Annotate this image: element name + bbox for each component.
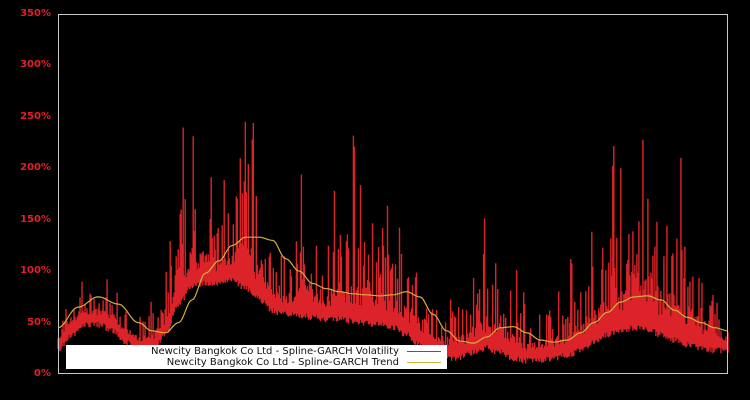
y-tick-label: 50%: [27, 316, 51, 328]
y-tick-label: 150%: [20, 213, 51, 225]
chart-legend: Newcity Bangkok Co Ltd - Spline-GARCH Vo…: [66, 345, 447, 369]
y-tick-label: 300%: [20, 59, 51, 71]
y-tick-label: 200%: [20, 162, 51, 174]
y-tick-label: 250%: [20, 110, 51, 122]
volatility-series: [57, 121, 729, 364]
y-tick-label: 0%: [34, 368, 51, 379]
y-tick-label: 100%: [20, 265, 51, 277]
legend-label: Newcity Bangkok Co Ltd - Spline-GARCH Vo…: [150, 346, 399, 357]
legend-label: Newcity Bangkok Co Ltd - Spline-GARCH Tr…: [166, 357, 399, 368]
y-tick-label: 350%: [20, 8, 51, 19]
trend-series: [57, 236, 729, 344]
legend-swatch-gold-line: [407, 362, 441, 363]
legend-item-volatility: Newcity Bangkok Co Ltd - Spline-GARCH Vo…: [151, 346, 441, 357]
legend-item-trend: Newcity Bangkok Co Ltd - Spline-GARCH Tr…: [167, 357, 441, 368]
legend-swatch-red-line: [407, 351, 441, 352]
